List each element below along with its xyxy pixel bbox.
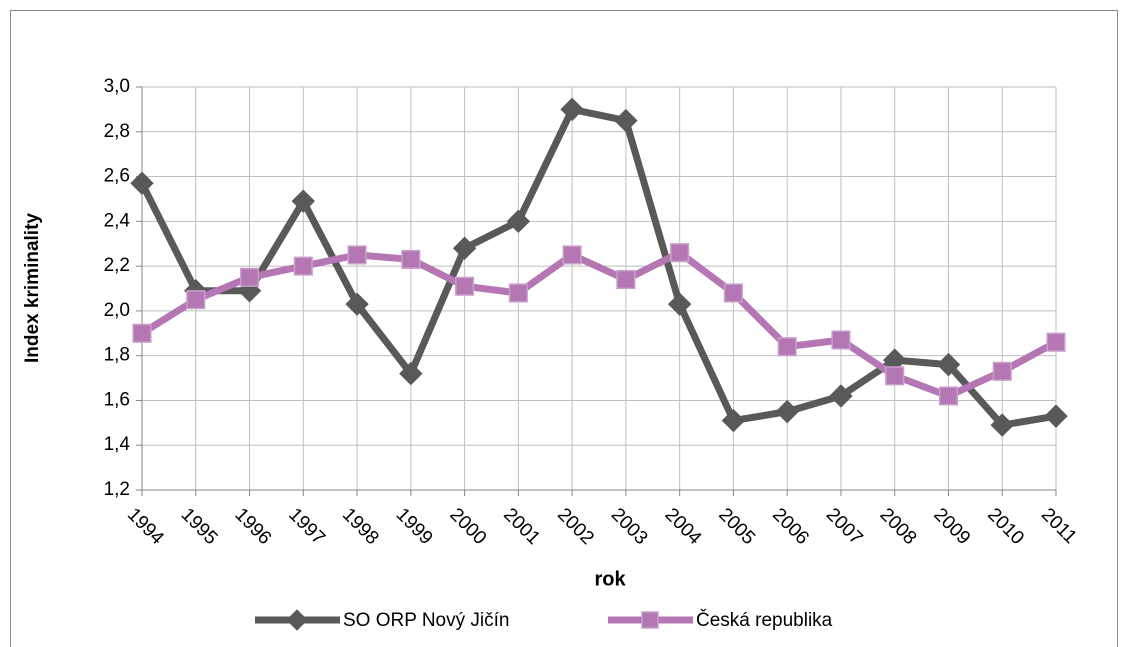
- y-tick-label: 1,8: [104, 345, 130, 366]
- x-tick-label: 2008: [876, 504, 921, 549]
- x-tick-label: 2011: [1037, 504, 1081, 548]
- point: [506, 209, 531, 234]
- x-tick-label: 1997: [284, 504, 329, 549]
- x-tick-label: 2003: [607, 504, 652, 549]
- point: [990, 413, 1014, 437]
- point: [936, 352, 961, 377]
- point: [291, 189, 316, 213]
- x-tick-label: 2007: [822, 504, 867, 549]
- point: [560, 97, 584, 122]
- x-tick-label: 1996: [230, 504, 275, 549]
- series-line: [140, 249, 1058, 400]
- x-tick-label: 2009: [929, 504, 974, 549]
- point: [721, 408, 746, 433]
- point: [641, 611, 659, 629]
- point: [347, 245, 367, 265]
- y-axis-label: Index kriminality: [22, 213, 43, 363]
- y-tick-label: 1,2: [104, 479, 130, 500]
- point: [452, 236, 477, 260]
- y-tick-label: 2,8: [104, 121, 130, 142]
- y-tick-label: 1,6: [104, 389, 130, 410]
- point: [1044, 404, 1068, 428]
- point: [186, 290, 206, 310]
- y-tick-label: 2,6: [104, 166, 130, 187]
- x-tick-label: 2006: [768, 504, 813, 549]
- point: [829, 384, 853, 408]
- y-tick-label: 2,0: [104, 300, 130, 321]
- x-tick-label: 2002: [553, 504, 598, 549]
- point: [831, 330, 851, 350]
- point: [130, 171, 154, 195]
- point: [670, 243, 690, 263]
- point: [667, 292, 692, 316]
- point: [455, 276, 475, 296]
- point: [293, 256, 313, 276]
- point: [508, 283, 528, 303]
- x-tick-label: 1999: [392, 504, 437, 549]
- point: [399, 361, 423, 386]
- point: [239, 267, 260, 287]
- point: [777, 337, 797, 357]
- y-tick-label: 1,4: [104, 434, 131, 455]
- point: [345, 292, 369, 316]
- x-tick-label: 2004: [661, 504, 706, 549]
- point: [616, 269, 636, 290]
- point: [938, 386, 959, 406]
- x-tick-label: 2010: [983, 504, 1028, 549]
- point: [885, 366, 905, 386]
- x-tick-label: 2005: [714, 504, 759, 549]
- point: [1046, 332, 1066, 352]
- point: [286, 609, 308, 631]
- x-axis-label: rok: [594, 568, 626, 590]
- point: [132, 323, 152, 343]
- y-tick-label: 2,2: [104, 255, 130, 276]
- point: [401, 249, 421, 269]
- point: [614, 108, 638, 133]
- x-tick-label: 1998: [338, 504, 383, 549]
- chart-border: [10, 10, 1118, 647]
- x-tick-label: 2001: [499, 504, 544, 549]
- x-tick-label: 2000: [446, 504, 491, 549]
- point: [775, 399, 799, 424]
- point: [992, 361, 1012, 381]
- legend-label: SO ORP Nový Jičín: [343, 610, 509, 631]
- point: [723, 283, 743, 303]
- y-tick-label: 3,0: [104, 76, 130, 97]
- y-tick-label: 2,4: [104, 210, 131, 231]
- legend-label: Česká republika: [696, 609, 833, 631]
- point: [562, 245, 582, 265]
- x-tick-label: 1995: [177, 504, 222, 549]
- x-tick-label: 1994: [123, 504, 168, 549]
